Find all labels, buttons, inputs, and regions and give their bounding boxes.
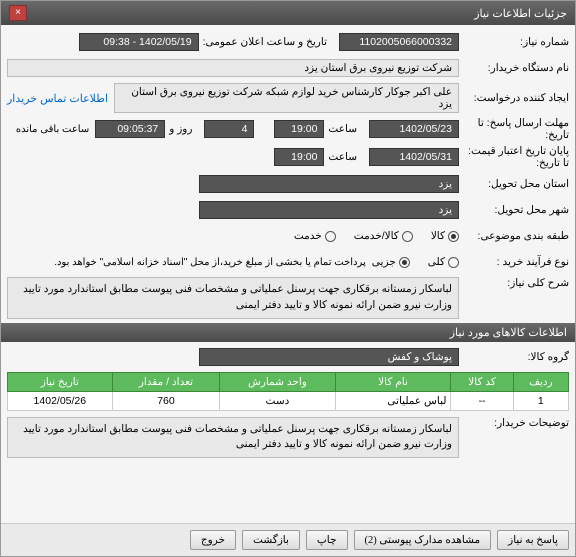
table-row[interactable]: 1 -- لباس عملیاتی دست 760 1402/05/26 — [8, 391, 569, 410]
cell-row: 1 — [513, 391, 568, 410]
cell-item-code: -- — [451, 391, 513, 410]
province-value: یزد — [199, 175, 459, 193]
radio-service-label: خدمت — [294, 230, 322, 242]
content-area: شماره نیاز: 1102005066000332 تاریخ و ساع… — [1, 25, 575, 523]
process-note: پرداخت تمام یا بخشی از مبلغ خرید،از محل … — [54, 257, 366, 268]
cell-need-date: 1402/05/26 — [8, 391, 113, 410]
validity-date: 1402/05/31 — [369, 148, 459, 166]
dialog-window: جزئیات اطلاعات نیاز × شماره نیاز: 110200… — [0, 0, 576, 557]
remain-time: 09:05:37 — [95, 120, 165, 138]
radio-dot-icon — [448, 231, 459, 242]
radio-goods-service[interactable]: کالا/خدمت — [354, 230, 413, 242]
response-date: 1402/05/23 — [369, 120, 459, 138]
group-value: پوشاک و کفش — [199, 348, 459, 366]
radio-goods[interactable]: کالا — [431, 230, 459, 242]
th-unit: واحد شمارش — [220, 372, 335, 391]
th-item-code: کد کالا — [451, 372, 513, 391]
public-time-value: 1402/05/19 - 09:38 — [79, 33, 199, 51]
city-value: یزد — [199, 201, 459, 219]
cell-unit: دست — [220, 391, 335, 410]
radio-partial[interactable]: جزیی — [372, 256, 410, 268]
city-label: شهر محل تحویل: — [459, 204, 569, 216]
radio-dot-icon — [448, 257, 459, 268]
subject-radio-group: کالا کالا/خدمت خدمت — [294, 230, 459, 242]
th-row: ردیف — [513, 372, 568, 391]
need-no-label: شماره نیاز: — [459, 36, 569, 48]
radio-goods-service-label: کالا/خدمت — [354, 230, 399, 242]
validity-label: پایان تاریخ اعتبار قیمت: تا تاریخ: — [459, 145, 569, 169]
subject-cat-label: طبقه بندی موضوعی: — [459, 230, 569, 242]
buyer-label: نام دستگاه خریدار: — [459, 62, 569, 74]
radio-dot-icon — [399, 257, 410, 268]
back-button[interactable]: بازگشت — [242, 530, 300, 550]
province-label: استان محل تحویل: — [459, 178, 569, 190]
cell-item-name: لباس عملیاتی — [335, 391, 451, 410]
radio-dot-icon — [325, 231, 336, 242]
window-title: جزئیات اطلاعات نیاز — [474, 7, 567, 20]
need-no-value: 1102005066000332 — [339, 33, 459, 51]
radio-partial-label: جزیی — [372, 256, 396, 268]
title-bar: جزئیات اطلاعات نیاز × — [1, 1, 575, 25]
th-qty: تعداد / مقدار — [112, 372, 220, 391]
process-label: نوع فرآیند خرید : — [459, 256, 569, 268]
contact-link[interactable]: اطلاعات تماس خریدار — [7, 92, 108, 105]
buyer-notes-label: توضیحات خریدار: — [459, 417, 569, 429]
radio-goods-label: کالا — [431, 230, 445, 242]
radio-service[interactable]: خدمت — [294, 230, 336, 242]
radio-dot-icon — [402, 231, 413, 242]
cell-qty: 760 — [112, 391, 220, 410]
attachments-button[interactable]: مشاهده مدارک پیوستی (2) — [354, 530, 492, 550]
validity-time: 19:00 — [274, 148, 324, 166]
public-time-label: تاریخ و ساعت اعلان عمومی: — [203, 36, 327, 48]
respond-button[interactable]: پاسخ به نیاز — [497, 530, 569, 550]
th-item-name: نام کالا — [335, 372, 451, 391]
response-deadline-label: مهلت ارسال پاسخ: تا تاریخ: — [459, 117, 569, 141]
remain-note: ساعت باقی مانده — [16, 124, 89, 135]
group-label: گروه کالا: — [459, 351, 569, 363]
buyer-notes-value: لباسکار زمستانه برقکاری جهت پرسنل عملیات… — [7, 417, 459, 459]
radio-full[interactable]: کلی — [428, 256, 459, 268]
footer-bar: پاسخ به نیاز مشاهده مدارک پیوستی (2) چاپ… — [1, 523, 575, 556]
summary-value: لباسکار زمستانه برقکاری جهت پرسنل عملیات… — [7, 277, 459, 319]
summary-label: شرح کلی نیاز: — [459, 277, 569, 289]
creator-value: علی اکبر جوکار کارشناس خرید لوازم شبکه ش… — [114, 83, 459, 113]
radio-full-label: کلی — [428, 256, 445, 268]
time-label-1: ساعت — [328, 123, 357, 135]
days-label: روز و — [169, 123, 192, 135]
process-radio-group: کلی جزیی — [372, 256, 459, 268]
goods-table: ردیف کد کالا نام کالا واحد شمارش تعداد /… — [7, 372, 569, 411]
creator-label: ایجاد کننده درخواست: — [459, 92, 569, 104]
response-time: 19:00 — [274, 120, 324, 138]
buyer-value: شرکت توزیع نیروی برق استان یزد — [7, 59, 459, 77]
days-value: 4 — [204, 120, 254, 138]
close-icon[interactable]: × — [9, 5, 27, 21]
table-header-row: ردیف کد کالا نام کالا واحد شمارش تعداد /… — [8, 372, 569, 391]
goods-section-header: اطلاعات کالاهای مورد نیاز — [1, 323, 575, 342]
print-button[interactable]: چاپ — [306, 530, 348, 550]
time-label-2: ساعت — [328, 151, 357, 163]
exit-button[interactable]: خروج — [190, 530, 236, 550]
th-need-date: تاریخ نیاز — [8, 372, 113, 391]
